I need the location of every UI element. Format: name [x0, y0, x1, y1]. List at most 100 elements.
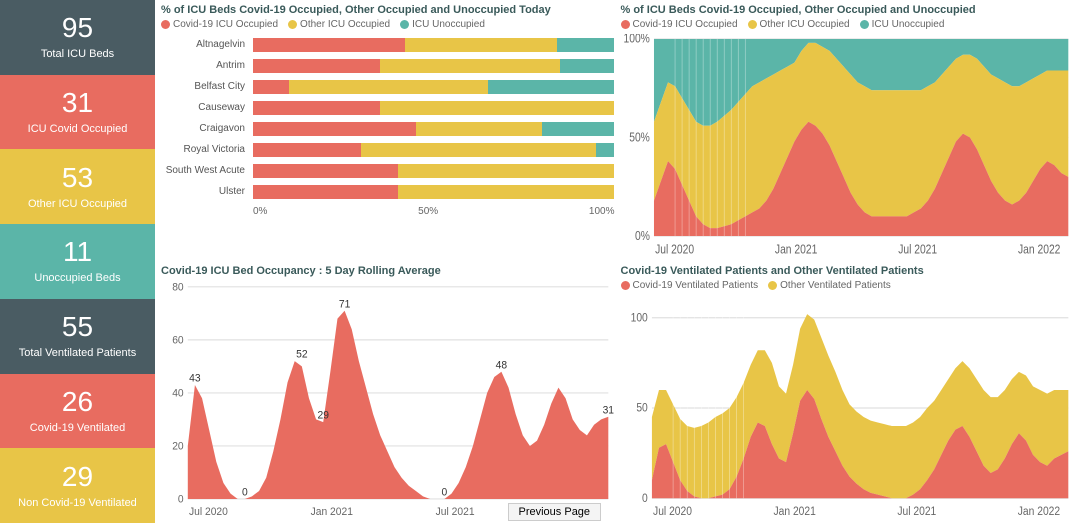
panel-ventilated: Covid-19 Ventilated Patients and Other V… [621, 265, 1075, 520]
legend-item: Other ICU Occupied [288, 19, 390, 30]
legend-label: Covid-19 ICU Occupied [173, 19, 278, 30]
panel-stacked-area: % of ICU Beds Covid-19 Occupied, Other O… [621, 4, 1075, 259]
hospital-label: Antrim [161, 60, 253, 71]
legend-swatch [768, 281, 777, 290]
svg-text:Jul 2021: Jul 2021 [897, 505, 936, 518]
svg-text:29: 29 [317, 409, 328, 422]
legend-item: Other Ventilated Patients [768, 280, 891, 291]
svg-text:Jul 2021: Jul 2021 [898, 244, 937, 257]
legend-label: Other Ventilated Patients [780, 280, 891, 291]
legend-label: Covid-19 ICU Occupied [633, 19, 738, 30]
hbar-seg-unocc [560, 59, 614, 73]
legend-label: Covid-19 Ventilated Patients [633, 280, 759, 291]
legend-label: Other ICU Occupied [760, 19, 850, 30]
hbar-seg-other [380, 101, 615, 115]
legend-ventilated: Covid-19 Ventilated Patients Other Ventil… [621, 280, 1075, 291]
svg-text:48: 48 [496, 358, 507, 371]
hospital-label: Royal Victoria [161, 144, 253, 155]
svg-text:20: 20 [172, 439, 183, 452]
legend-item: ICU Unoccupied [860, 19, 945, 30]
hbar-row: Royal Victoria [161, 139, 615, 160]
stat-value: 31 [62, 89, 93, 117]
hbar-row: Causeway [161, 97, 615, 118]
panel-title: % of ICU Beds Covid-19 Occupied, Other O… [621, 4, 1075, 16]
rolling-chart: 02040608043052297104831Jul 2020Jan 2021J… [161, 280, 615, 520]
svg-text:0: 0 [178, 492, 184, 505]
stat-card-6: 29 Non Covid-19 Ventilated [0, 448, 155, 523]
hbar-row: South West Acute [161, 160, 615, 181]
hbar-seg-other [416, 122, 543, 136]
svg-text:100: 100 [630, 311, 647, 324]
stat-card-4: 55 Total Ventilated Patients [0, 299, 155, 374]
hospital-label: Craigavon [161, 123, 253, 134]
hospital-label: Causeway [161, 102, 253, 113]
legend-item: Covid-19 Ventilated Patients [621, 280, 759, 291]
hospital-label: Ulster [161, 186, 253, 197]
legend-item: Covid-19 ICU Occupied [161, 19, 278, 30]
svg-text:0: 0 [442, 486, 448, 499]
hbar-track [253, 185, 615, 199]
legend-stacked: Covid-19 ICU Occupied Other ICU Occupied I… [621, 19, 1075, 30]
hbar-seg-covid [253, 80, 289, 94]
hbar-seg-covid [253, 164, 398, 178]
legend-swatch [621, 20, 630, 29]
hbar-seg-other [398, 185, 615, 199]
previous-page-button[interactable]: Previous Page [508, 503, 602, 521]
svg-text:31: 31 [603, 403, 614, 416]
legend-swatch [860, 20, 869, 29]
stat-value: 55 [62, 313, 93, 341]
axis-tick: 0% [253, 206, 267, 217]
hbar-seg-covid [253, 59, 380, 73]
hbar-seg-other [405, 38, 557, 52]
stacked-area-chart: 0%50%100%Jul 2020Jan 2021Jul 2021Jan 202… [621, 34, 1075, 259]
stat-card-3: 11 Unoccupied Beds [0, 224, 155, 299]
today-hbar-chart: Altnagelvin Antrim Belfast City Causeway… [161, 34, 615, 259]
stat-card-0: 95 Total ICU Beds [0, 0, 155, 75]
stat-label: Unoccupied Beds [34, 272, 120, 284]
svg-text:Jan 2021: Jan 2021 [311, 505, 353, 518]
svg-text:50: 50 [636, 401, 647, 414]
hbar-track [253, 101, 615, 115]
dashboard-root: 95 Total ICU Beds31 ICU Covid Occupied53… [0, 0, 1080, 523]
hbar-axis: 0%50%100% [253, 206, 615, 217]
stat-value: 29 [62, 463, 93, 491]
svg-text:Jan 2021: Jan 2021 [774, 244, 816, 257]
svg-text:80: 80 [172, 280, 183, 293]
stat-value: 95 [62, 14, 93, 42]
stat-label: Non Covid-19 Ventilated [18, 497, 137, 509]
hbar-track [253, 164, 615, 178]
svg-text:40: 40 [172, 386, 183, 399]
hbar-seg-unocc [542, 122, 614, 136]
hbar-seg-other [398, 164, 615, 178]
legend-swatch [621, 281, 630, 290]
svg-text:Jul 2020: Jul 2020 [653, 505, 692, 518]
stat-card-1: 31 ICU Covid Occupied [0, 75, 155, 150]
legend-label: Other ICU Occupied [300, 19, 390, 30]
panel-title: % of ICU Beds Covid-19 Occupied, Other O… [161, 4, 615, 16]
hbar-seg-covid [253, 185, 398, 199]
axis-tick: 50% [418, 206, 438, 217]
legend-label: ICU Unoccupied [872, 19, 945, 30]
svg-text:50%: 50% [629, 131, 650, 144]
svg-text:Jul 2020: Jul 2020 [655, 244, 694, 257]
svg-text:0: 0 [642, 492, 648, 505]
svg-text:Jan 2022: Jan 2022 [1017, 505, 1059, 518]
stat-value: 11 [63, 238, 92, 266]
stat-label: ICU Covid Occupied [28, 123, 128, 135]
panel-today-bar: % of ICU Beds Covid-19 Occupied, Other O… [161, 4, 615, 259]
hospital-label: South West Acute [161, 165, 253, 176]
stat-card-5: 26 Covid-19 Ventilated [0, 374, 155, 449]
hbar-row: Ulster [161, 181, 615, 202]
hbar-track [253, 38, 615, 52]
hospital-label: Belfast City [161, 81, 253, 92]
main-grid: % of ICU Beds Covid-19 Occupied, Other O… [155, 0, 1080, 523]
legend-item: Other ICU Occupied [748, 19, 850, 30]
hbar-seg-unocc [557, 38, 615, 52]
ventilated-chart: 050100Jul 2020Jan 2021Jul 2021Jan 2022 [621, 295, 1075, 520]
hbar-seg-covid [253, 122, 416, 136]
svg-text:100%: 100% [623, 34, 649, 46]
legend-swatch [400, 20, 409, 29]
hbar-track [253, 143, 615, 157]
stat-value: 53 [62, 164, 93, 192]
hbar-seg-covid [253, 143, 361, 157]
